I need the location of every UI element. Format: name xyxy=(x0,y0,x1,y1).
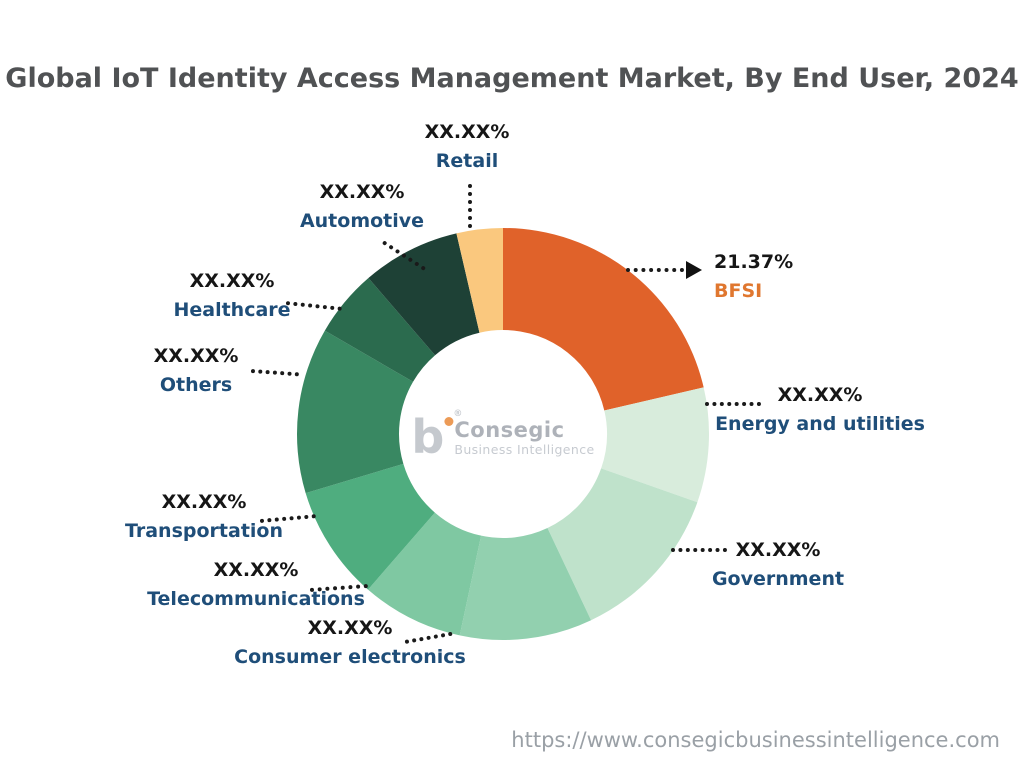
leader-line-retail xyxy=(468,184,472,228)
chart-title: Global IoT Identity Access Management Ma… xyxy=(5,63,1019,94)
donut-segment-automotive xyxy=(368,233,480,356)
source-url: https://www.consegicbusinessintelligence… xyxy=(511,728,1000,752)
segment-pct: XX.XX% xyxy=(735,539,821,561)
segment-label-others: XX.XX% Others xyxy=(154,342,239,400)
segment-pct: XX.XX% xyxy=(189,270,275,292)
segment-label-bfsi: 21.37% BFSI xyxy=(714,248,793,306)
segment-pct: XX.XX% xyxy=(424,121,510,143)
segment-pct: XX.XX% xyxy=(213,559,299,581)
registered-mark: ® xyxy=(453,409,463,419)
donut-chart xyxy=(297,228,709,640)
segment-name: Transportation xyxy=(124,520,284,542)
donut-segment-healthcare xyxy=(324,278,436,382)
leader-line-others xyxy=(250,369,300,377)
leader-line-energy-and-utilities xyxy=(705,402,761,406)
segment-pct: XX.XX% xyxy=(319,181,405,203)
segment-pct: XX.XX% xyxy=(777,384,863,406)
donut-segment-consumer-electronics xyxy=(459,528,592,640)
donut-segment-telecommunications xyxy=(368,512,482,636)
segment-name: Retail xyxy=(435,150,499,172)
watermark-logo: b ® Consegic Business Intelligence xyxy=(411,409,594,464)
bfsi-arrow xyxy=(626,261,702,279)
segment-label-energy-and-utilities: XX.XX% Energy and utilities xyxy=(715,381,925,439)
donut-segment-others xyxy=(297,330,414,494)
segment-name: Telecommunications xyxy=(147,588,365,610)
segment-name: Automotive xyxy=(299,210,425,232)
donut-segment-bfsi xyxy=(503,228,704,411)
watermark-subtitle: Business Intelligence xyxy=(454,441,595,457)
donut-segment-transportation xyxy=(305,463,435,590)
segment-pct: XX.XX% xyxy=(161,491,247,513)
segment-label-automotive: XX.XX% Automotive xyxy=(300,178,424,236)
segment-name: Energy and utilities xyxy=(715,413,925,435)
segment-label-retail: XX.XX% Retail xyxy=(425,118,510,176)
segment-name: Others xyxy=(159,374,233,396)
donut-segment-energy-and-utilities xyxy=(601,387,709,503)
logo-dot-icon xyxy=(444,417,454,426)
segment-pct: XX.XX% xyxy=(307,617,393,639)
watermark-name: Consegic xyxy=(454,417,565,442)
segment-label-telecommunications: XX.XX% Telecommunications xyxy=(147,556,365,614)
segment-name: Government xyxy=(711,568,845,590)
segment-label-healthcare: XX.XX% Healthcare xyxy=(173,267,290,325)
leader-line-government xyxy=(671,548,727,552)
bfsi-arrowhead-icon xyxy=(686,261,702,279)
donut-segment-retail xyxy=(456,228,503,333)
segment-name: BFSI xyxy=(714,280,763,302)
donut-segment-government xyxy=(547,468,698,621)
segment-label-transportation: XX.XX% Transportation xyxy=(125,488,283,546)
logo-b-icon: b ® xyxy=(411,409,463,464)
segment-name: Consumer electronics xyxy=(234,646,466,668)
bfsi-arrow-dashes xyxy=(626,268,684,272)
segment-label-consumer-electronics: XX.XX% Consumer electronics xyxy=(234,614,466,672)
segment-pct: 21.37% xyxy=(714,251,794,273)
segment-name: Healthcare xyxy=(173,299,291,321)
watermark-text: Consegic Business Intelligence xyxy=(454,418,594,457)
segment-label-government: XX.XX% Government xyxy=(712,536,844,594)
segment-pct: XX.XX% xyxy=(153,345,239,367)
